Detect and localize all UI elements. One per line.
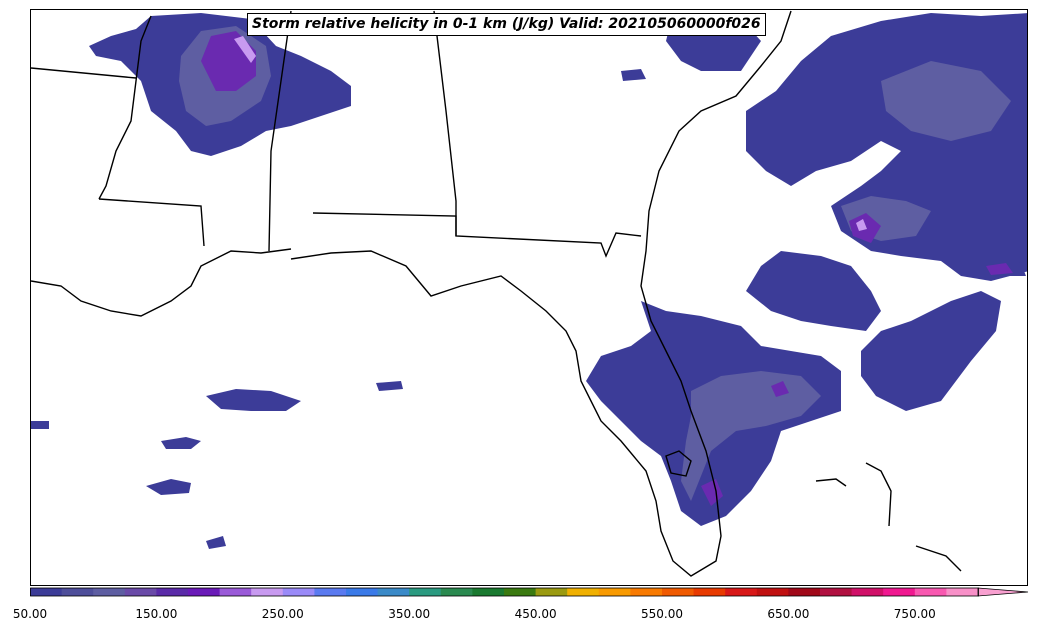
helicity-area-atlantic: [746, 13, 1027, 281]
coastline-bahamas-3: [815, 478, 847, 487]
colorbar-tick-label: 150.00: [135, 607, 178, 621]
colorbar-cell: [630, 588, 663, 596]
colorbar-tick-label: 650.00: [767, 607, 810, 621]
helicity-area-far-east-2: [986, 263, 1013, 275]
colorbar-tick-label: 550.00: [641, 607, 683, 621]
coastline-bahamas-1: [865, 462, 892, 527]
colorbar-outline: [30, 587, 979, 597]
colorbar-cell: [219, 588, 252, 596]
helicity-area-atlantic-mid: [881, 61, 1011, 141]
map-canvas: [31, 10, 1027, 577]
colorbar-tick-label: 450.00: [514, 607, 557, 621]
colorbar-cell: [472, 588, 505, 596]
helicity-area-gulf-6: [206, 536, 226, 549]
colorbar-cell: [156, 588, 189, 596]
colorbar-tick-label: 750.00: [893, 607, 936, 621]
state-border-fl-al: [312, 212, 642, 258]
colorbar-cell: [314, 588, 347, 596]
colorbar-cell: [820, 588, 853, 596]
colorbar-cell: [662, 588, 695, 596]
colorbar-cell: [346, 588, 379, 596]
map-boundaries: [31, 10, 962, 577]
colorbar: [30, 587, 1029, 597]
state-border-ms-tn: [31, 67, 137, 79]
helicity-area-east-offshore: [861, 291, 1001, 411]
colorbar-cell: [756, 588, 789, 596]
colorbar-cell: [282, 588, 315, 596]
helicity-area-gulf-3: [161, 437, 201, 449]
helicity-area-gulf-1: [206, 389, 301, 411]
colorbar-cell: [946, 588, 979, 596]
state-border-ga-al: [433, 10, 457, 236]
coastline-gulf-north: [290, 10, 792, 577]
colorbar-cell: [30, 588, 63, 596]
colorbar-cells: [30, 588, 979, 596]
helicity-area-florida-mid: [681, 371, 821, 501]
helicity-area-atlantic-peak: [856, 219, 867, 231]
colorbar-extend-arrow: [977, 587, 1029, 597]
colorbar-cell: [251, 588, 284, 596]
helicity-contours: [31, 13, 1027, 549]
colorbar-cell: [61, 588, 94, 596]
colorbar-cell: [725, 588, 758, 596]
colorbar-tick-label: 50.00: [12, 607, 48, 621]
colorbar-cell: [598, 588, 631, 596]
helicity-area-gulf-5: [376, 381, 403, 391]
coastline-bahamas-2: [915, 545, 962, 572]
colorbar-cell: [377, 588, 410, 596]
colorbar-cell: [188, 588, 221, 596]
colorbar-cell: [409, 588, 442, 596]
colorbar-cell: [440, 588, 473, 596]
helicity-area-east-offshore-2: [746, 251, 881, 331]
helicity-area-north-ms-peak: [234, 36, 256, 63]
colorbar-cell: [93, 588, 126, 596]
colorbar-tick-label: 350.00: [388, 607, 431, 621]
colorbar-cell: [883, 588, 916, 596]
colorbar-cell: [504, 588, 537, 596]
map-title: Storm relative helicity in 0-1 km (J/kg)…: [247, 13, 766, 36]
river-mississippi: [98, 15, 152, 200]
colorbar-cell: [693, 588, 726, 596]
map-panel: [30, 9, 1028, 586]
state-border-ar-la: [98, 198, 205, 247]
colorbar-cell: [914, 588, 947, 596]
helicity-area-gulf-2: [146, 479, 191, 495]
colorbar-cell: [124, 588, 157, 596]
colorbar-cell: [535, 588, 568, 596]
colorbar-cell: [788, 588, 821, 596]
coastline-lake-okeechobee: [665, 450, 692, 477]
colorbar-cell: [851, 588, 884, 596]
helicity-area-florida-high2: [771, 381, 789, 397]
coastline-la: [31, 248, 292, 317]
state-border-al-tn: [268, 10, 292, 252]
colorbar-cell: [567, 588, 600, 596]
colorbar-tick-label: 250.00: [261, 607, 304, 621]
helicity-area-gulf-4: [31, 421, 49, 429]
helicity-area-gulf-7: [621, 69, 646, 81]
